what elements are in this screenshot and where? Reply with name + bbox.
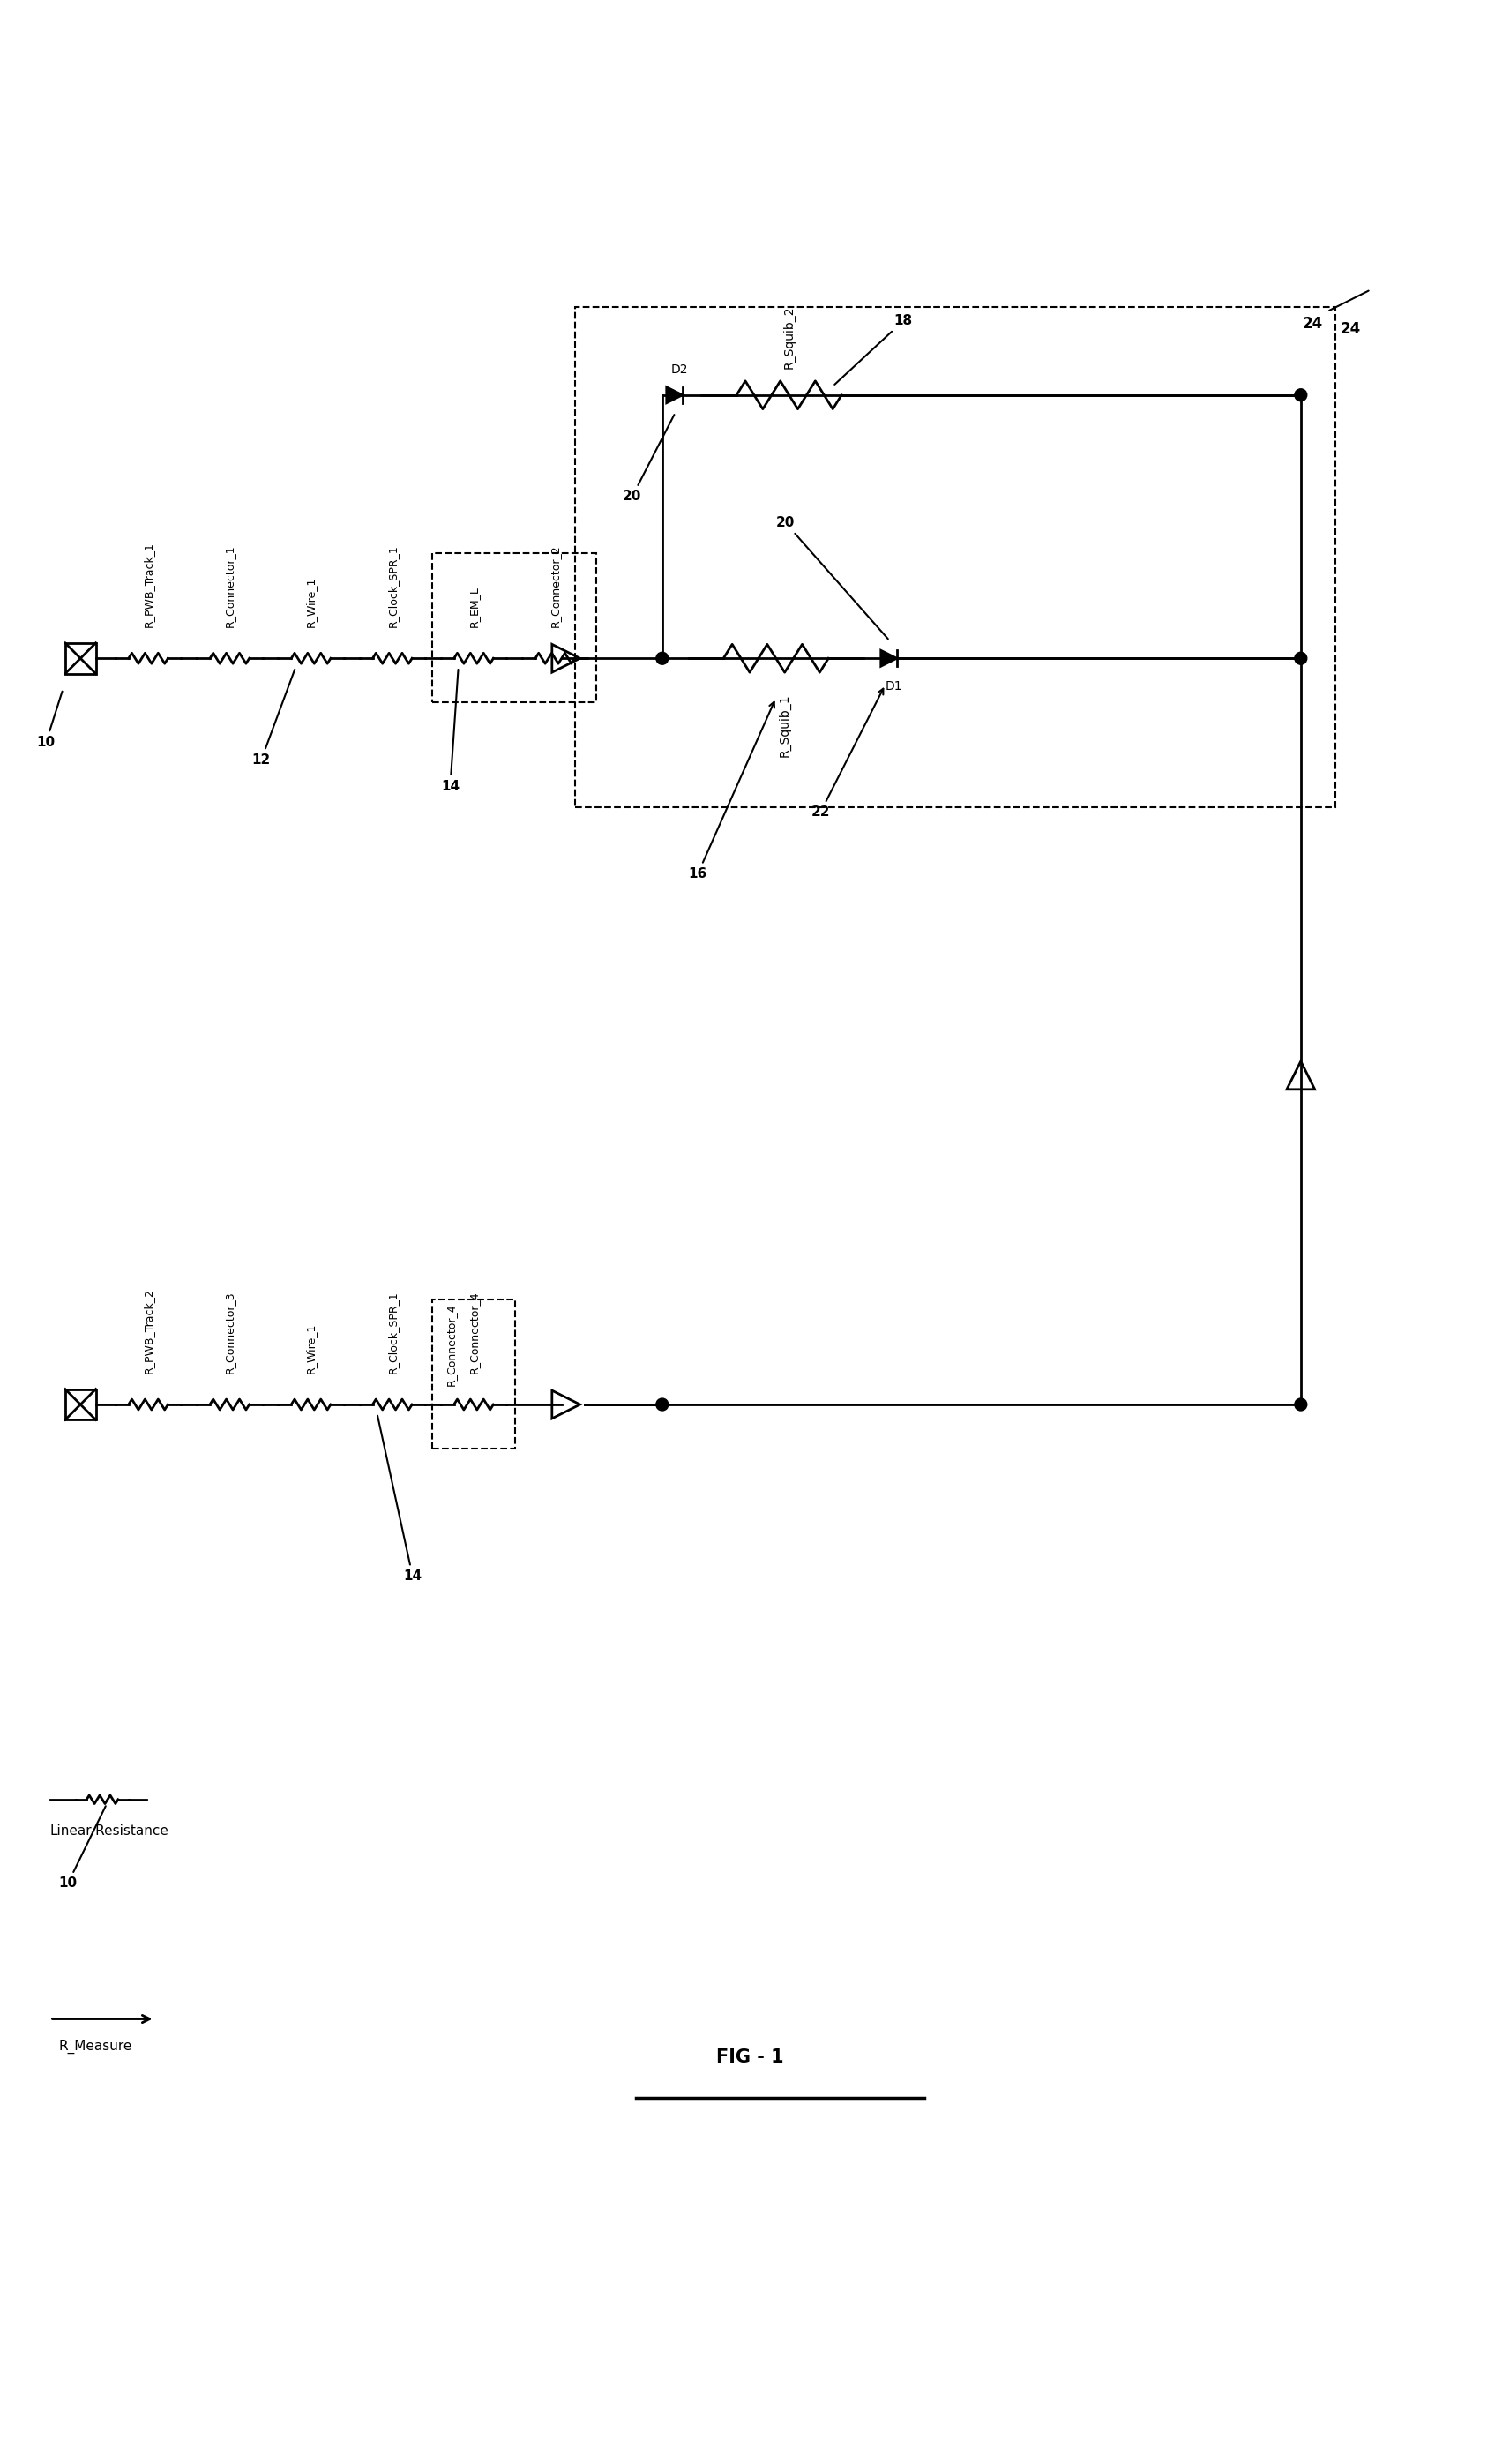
Text: 14: 14 (441, 670, 459, 793)
Bar (432, 552, 597, 702)
Text: R_Connector_3: R_Connector_3 (224, 1291, 235, 1375)
Text: 20: 20 (623, 414, 674, 503)
Text: 14: 14 (378, 1417, 422, 1582)
Text: 24: 24 (1302, 315, 1323, 333)
Polygon shape (667, 387, 682, 404)
Text: R_Connector_4: R_Connector_4 (468, 1291, 480, 1375)
Bar (432, 1299, 516, 1449)
Text: R_Squib_2: R_Squib_2 (783, 306, 795, 370)
Text: 12: 12 (253, 670, 295, 766)
Circle shape (656, 1400, 668, 1409)
Bar (66, 1390, 96, 1419)
Circle shape (656, 653, 668, 665)
Text: D2: D2 (671, 362, 688, 375)
Text: 24: 24 (1340, 320, 1360, 338)
Text: D1: D1 (885, 680, 903, 692)
Text: Linear-Resistance: Linear-Resistance (49, 1823, 169, 1838)
Circle shape (1295, 1400, 1307, 1409)
Text: R_Measure: R_Measure (58, 2040, 132, 2053)
Text: R_Connector_2: R_Connector_2 (549, 545, 561, 628)
Circle shape (1295, 653, 1307, 665)
Text: 18: 18 (834, 315, 912, 384)
Text: FIG - 1: FIG - 1 (716, 2048, 783, 2067)
Text: 10: 10 (37, 692, 63, 749)
Text: R_Squib_1: R_Squib_1 (779, 692, 791, 756)
Text: R_Clock_SPR_1: R_Clock_SPR_1 (387, 545, 398, 628)
Text: R_Clock_SPR_1: R_Clock_SPR_1 (387, 1291, 398, 1375)
Text: R_Connector_1: R_Connector_1 (224, 545, 235, 628)
Text: R_PWB_Track_2: R_PWB_Track_2 (142, 1289, 154, 1375)
Text: R_Wire_1: R_Wire_1 (305, 1323, 317, 1375)
Text: R_PWB_Track_1: R_PWB_Track_1 (142, 542, 154, 628)
Text: 22: 22 (810, 690, 884, 818)
Bar (66, 643, 96, 673)
Text: 16: 16 (689, 702, 774, 880)
Text: 10: 10 (58, 1806, 106, 1890)
Polygon shape (881, 650, 897, 665)
Text: R_EM_L: R_EM_L (468, 586, 480, 628)
Text: R_Wire_1: R_Wire_1 (305, 577, 317, 628)
Text: R_Connector_4: R_Connector_4 (446, 1303, 457, 1387)
Bar (574, 308, 1337, 808)
Circle shape (1295, 389, 1307, 402)
Text: 20: 20 (776, 515, 888, 638)
